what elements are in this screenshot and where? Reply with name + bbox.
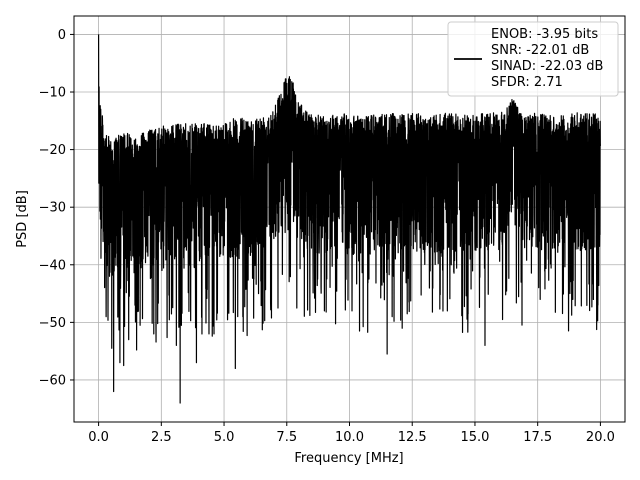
x-tick-label: 2.5 [151,430,172,445]
legend-entry-line: SINAD: -22.03 dB [491,59,603,74]
x-tick-label: 20.0 [586,430,615,445]
y-tick-label: −50 [39,316,66,331]
legend-box [447,21,619,97]
y-axis-ticks: 0 −10 −20 −30 −40 −50 −60 [39,28,74,388]
x-tick-label: 17.5 [523,430,552,445]
x-tick-label: 10.0 [335,430,364,445]
x-tick-label: 12.5 [398,430,427,445]
legend-entry-line: ENOB: -3.95 bits [491,27,598,42]
y-axis-label: PSD [dB] [15,190,30,248]
y-tick-label: −20 [39,143,66,158]
y-tick-label: 0 [58,28,66,43]
x-tick-label: 15.0 [460,430,489,445]
x-axis-label: Frequency [MHz] [294,451,403,466]
legend-entry-line: SFDR: 2.71 [491,75,563,90]
legend-entry-line: SNR: -22.01 dB [491,43,589,58]
psd-series-line [97,34,602,404]
y-tick-label: −40 [39,258,66,273]
y-tick-label: −10 [39,86,66,101]
y-tick-label: −60 [39,373,66,388]
psd-trace [97,34,602,404]
y-tick-label: −30 [39,201,66,216]
x-tick-label: 7.5 [276,430,297,445]
x-axis-ticks: 0.0 2.5 5.0 7.5 10.0 12.5 15.0 17.5 20.0 [88,422,615,445]
x-tick-label: 0.0 [88,430,109,445]
x-tick-label: 5.0 [214,430,235,445]
